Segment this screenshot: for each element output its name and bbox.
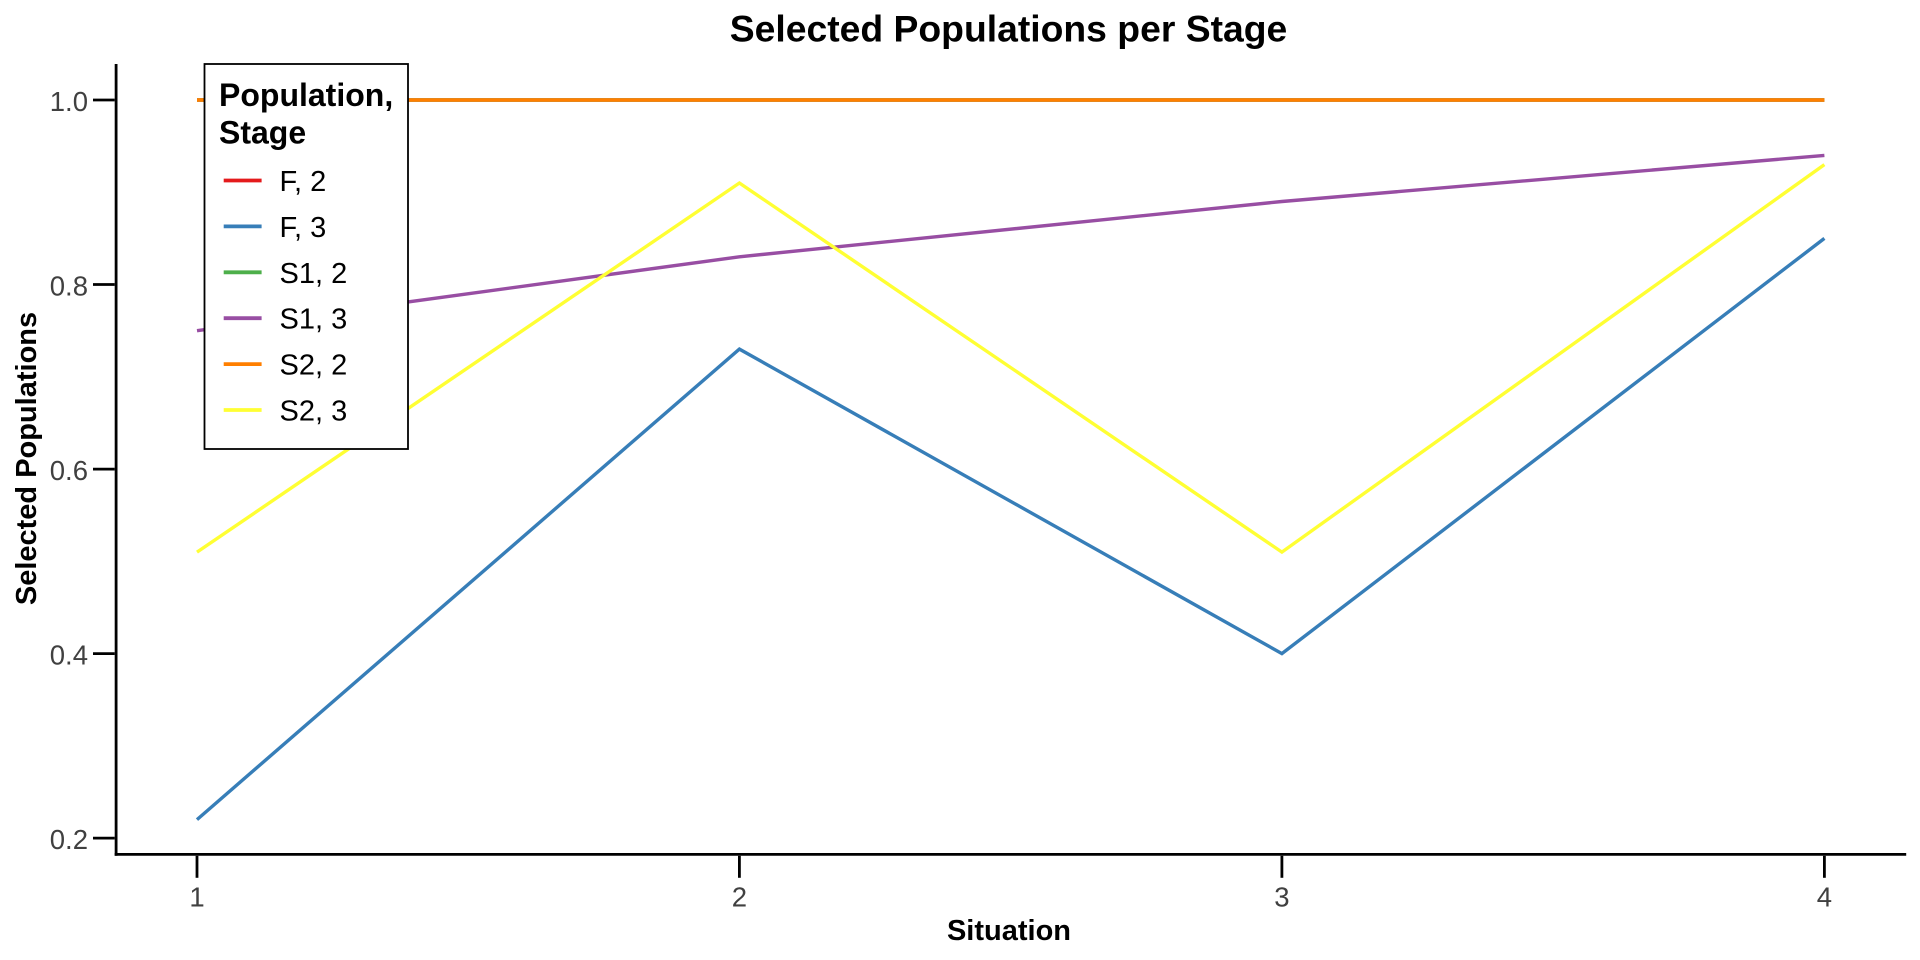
svg-text:F, 3: F, 3 bbox=[280, 212, 327, 244]
svg-text:1: 1 bbox=[189, 881, 204, 912]
svg-text:0.4: 0.4 bbox=[50, 640, 88, 671]
svg-text:S1, 3: S1, 3 bbox=[280, 304, 348, 336]
svg-text:F, 2: F, 2 bbox=[280, 166, 327, 198]
svg-text:3: 3 bbox=[1274, 881, 1289, 912]
svg-text:Population,: Population, bbox=[219, 77, 393, 113]
svg-text:Selected Populations: Selected Populations bbox=[11, 312, 43, 605]
svg-text:Selected Populations per Stage: Selected Populations per Stage bbox=[730, 8, 1288, 50]
svg-text:Stage: Stage bbox=[219, 114, 306, 150]
svg-text:S2, 3: S2, 3 bbox=[280, 396, 348, 428]
svg-text:0.2: 0.2 bbox=[50, 824, 88, 855]
svg-text:0.8: 0.8 bbox=[50, 271, 88, 302]
svg-text:Situation: Situation bbox=[947, 915, 1071, 947]
svg-text:2: 2 bbox=[732, 881, 747, 912]
svg-text:1.0: 1.0 bbox=[50, 86, 88, 117]
svg-text:4: 4 bbox=[1817, 881, 1832, 912]
svg-text:0.6: 0.6 bbox=[50, 455, 88, 486]
svg-text:S1, 2: S1, 2 bbox=[280, 258, 348, 290]
svg-text:S2, 2: S2, 2 bbox=[280, 350, 348, 382]
